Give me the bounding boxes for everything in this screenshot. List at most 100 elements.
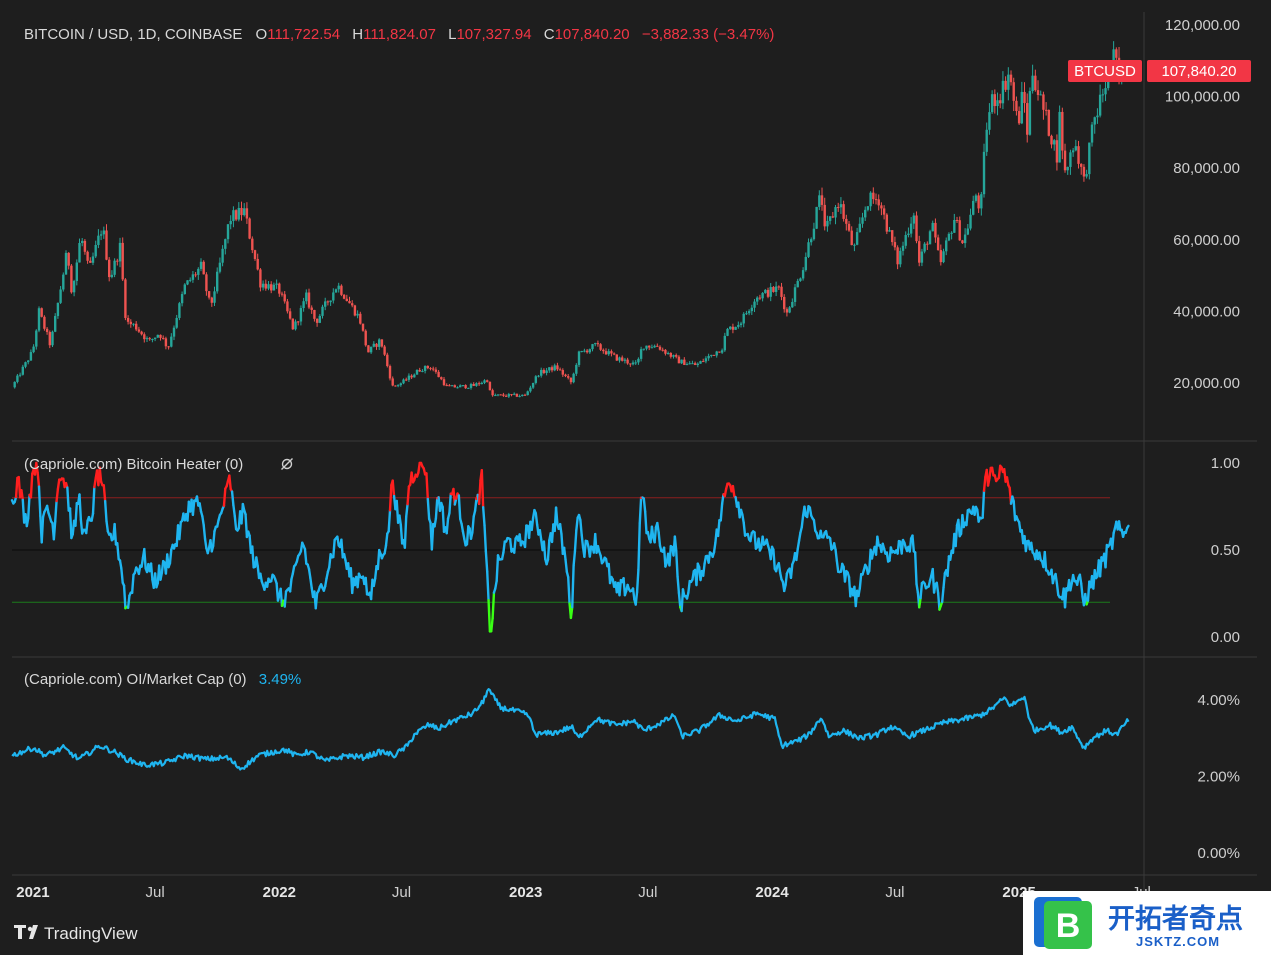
- heater-segment: [572, 549, 577, 567]
- heater-segment: [85, 519, 89, 535]
- candle: [612, 352, 616, 356]
- heater-segment: [803, 505, 808, 518]
- candle: [35, 329, 38, 350]
- candle: [226, 224, 230, 244]
- heater-segment: [634, 590, 639, 606]
- heater-segment: [542, 540, 547, 561]
- heater-title[interactable]: (Capriole.com) Bitcoin Heater (0): [24, 456, 243, 473]
- candle: [434, 367, 438, 374]
- candle: [59, 286, 62, 305]
- heater-segment: [812, 518, 817, 532]
- heater-segment: [638, 496, 643, 525]
- candle: [704, 356, 708, 364]
- heater-pane[interactable]: [10, 461, 1130, 633]
- heater-segment: [1055, 582, 1060, 597]
- heater-segment: [562, 546, 567, 561]
- heater-segment: [403, 515, 408, 549]
- candle: [442, 377, 446, 387]
- candle: [297, 321, 300, 326]
- candle: [793, 283, 797, 307]
- heater-segment: [36, 471, 41, 488]
- y-axis-label: 40,000.00: [1173, 303, 1240, 320]
- time-axis[interactable]: 2021Jul2022Jul2023Jul2024Jul2025Jul: [16, 884, 1151, 901]
- price-pane[interactable]: [13, 41, 1129, 399]
- heater-segment: [103, 499, 108, 523]
- candle: [1053, 138, 1056, 151]
- heater-segment: [113, 522, 118, 546]
- candle: [121, 237, 124, 282]
- candle: [283, 291, 286, 304]
- eye-off-icon[interactable]: [281, 458, 293, 470]
- candle: [542, 368, 546, 375]
- heater-segment: [675, 549, 679, 578]
- candle: [534, 375, 538, 385]
- heater-segment: [749, 531, 754, 543]
- candle: [537, 374, 540, 378]
- price-axis[interactable]: 20,000.00 40,000.00 60,000.00 80,000.00 100,…: [1165, 17, 1240, 862]
- candle: [909, 217, 913, 238]
- candle: [45, 327, 49, 335]
- candle: [240, 201, 243, 221]
- heater-segment: [580, 533, 585, 549]
- tradingview-logo[interactable]: TradingView: [14, 924, 138, 943]
- candle: [648, 345, 651, 351]
- candle: [1104, 79, 1107, 102]
- candle: [915, 211, 918, 244]
- heater-segment: [957, 518, 961, 538]
- candle: [920, 248, 924, 267]
- heater-segment: [74, 501, 79, 527]
- candle: [224, 238, 227, 255]
- candle: [861, 212, 864, 228]
- heater-segment: [946, 555, 951, 578]
- candle: [62, 272, 65, 292]
- candle: [718, 351, 721, 353]
- candle: [634, 360, 637, 365]
- oi-pane[interactable]: [11, 688, 1130, 771]
- candle: [980, 191, 983, 216]
- candle: [24, 361, 27, 369]
- candle: [666, 351, 670, 355]
- candle: [828, 215, 832, 225]
- heater-segment: [796, 539, 801, 551]
- heater-segment: [676, 575, 681, 595]
- candle: [261, 280, 265, 291]
- heater-segment: [800, 514, 805, 529]
- heater-segment: [731, 484, 736, 498]
- symbol-label[interactable]: BITCOIN / USD, 1D, COINBASE: [24, 26, 242, 43]
- heater-segment: [935, 581, 940, 595]
- candle: [507, 392, 511, 399]
- heater-segment: [918, 596, 922, 609]
- candle: [907, 227, 910, 238]
- candle: [272, 282, 276, 291]
- heater-segment: [538, 528, 543, 541]
- heater-segment: [417, 461, 421, 474]
- heater-segment: [461, 530, 466, 540]
- heater-segment: [942, 572, 947, 589]
- heater-segment: [25, 517, 30, 528]
- candle: [874, 193, 878, 205]
- candle: [653, 344, 656, 348]
- candle: [872, 187, 875, 204]
- heater-segment: [981, 489, 986, 519]
- candle: [955, 216, 959, 223]
- heater-segment: [569, 605, 574, 620]
- candle: [37, 306, 41, 333]
- candle: [75, 259, 79, 286]
- candle: [202, 260, 205, 275]
- candle: [1023, 82, 1026, 113]
- candle: [143, 332, 146, 343]
- candle: [764, 288, 767, 294]
- candle: [815, 206, 818, 229]
- candle: [1017, 106, 1021, 125]
- candle: [70, 264, 73, 294]
- candle: [1066, 166, 1069, 175]
- candle: [855, 227, 859, 246]
- candle: [785, 307, 789, 317]
- heater-segment: [668, 544, 673, 567]
- candle: [604, 348, 608, 355]
- oi-title[interactable]: (Capriole.com) OI/Market Cap (0): [24, 671, 247, 688]
- price-tag-symbol-bg: [1068, 60, 1142, 82]
- heater-segment: [283, 590, 288, 608]
- candle: [178, 301, 181, 321]
